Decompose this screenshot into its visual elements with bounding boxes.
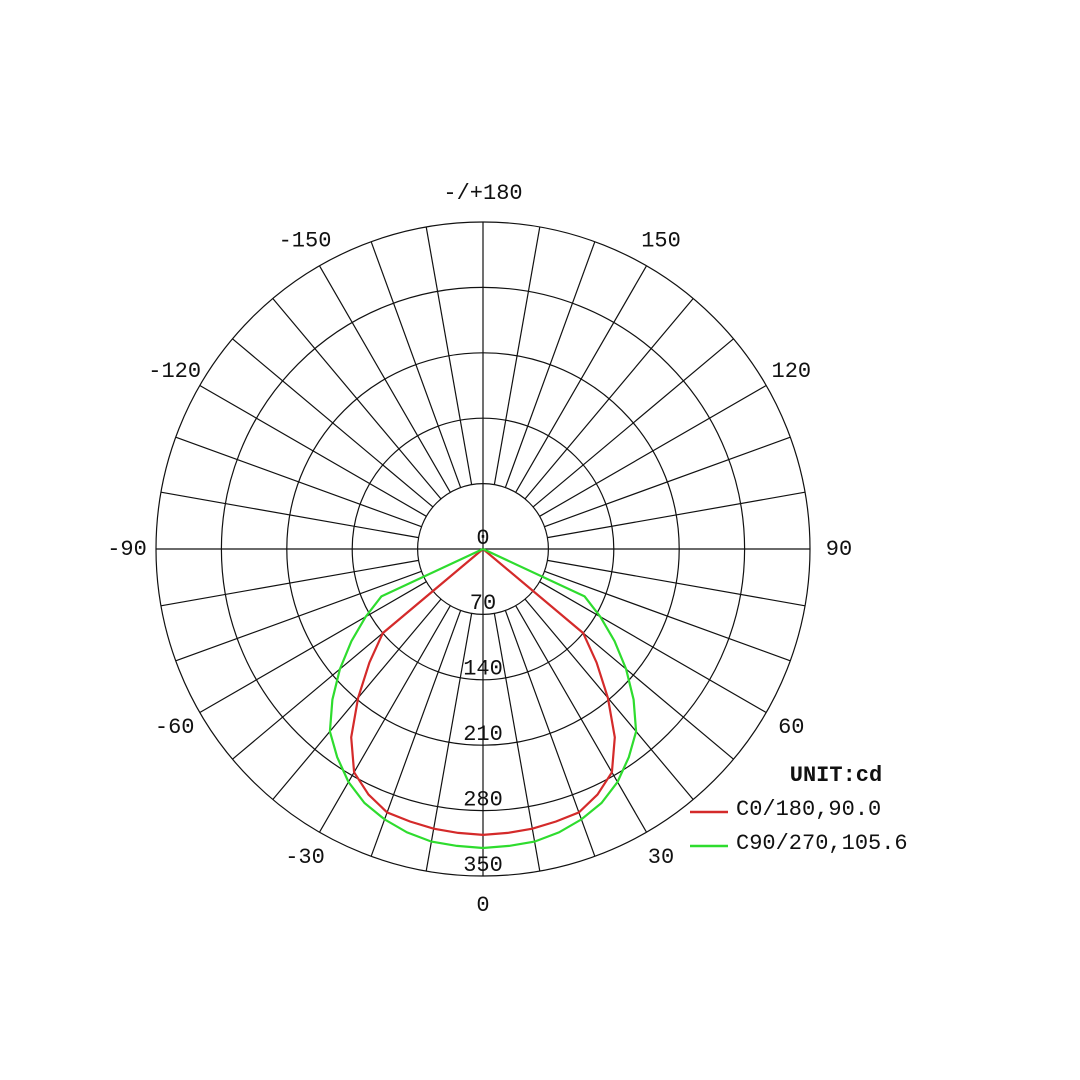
grid-spoke xyxy=(272,298,442,500)
angle-tick-label: -150 xyxy=(279,229,332,254)
grid-spoke xyxy=(515,265,648,493)
grid-spoke xyxy=(504,610,596,857)
grid-spoke xyxy=(175,570,422,662)
angle-tick-label: -90 xyxy=(107,537,147,562)
legend-label: C0/180,90.0 xyxy=(736,797,881,822)
grid-spoke xyxy=(547,559,806,607)
grid-spoke xyxy=(199,384,427,517)
grid-spoke xyxy=(175,436,422,528)
grid-spoke xyxy=(425,226,473,485)
grid-spoke xyxy=(370,241,462,488)
angle-tick-label: 120 xyxy=(772,359,812,384)
grid-spoke xyxy=(160,491,419,539)
series-line xyxy=(350,548,616,837)
angle-tick-label: -120 xyxy=(148,359,201,384)
angle-tick-label: -60 xyxy=(155,715,195,740)
r-tick-label: 70 xyxy=(470,591,496,616)
plot-area xyxy=(328,548,638,850)
grid-spoke xyxy=(532,338,734,508)
grid-spoke xyxy=(544,436,791,528)
grid-spoke xyxy=(370,610,462,857)
unit-label: UNIT:cd xyxy=(790,763,882,788)
grid-spoke xyxy=(318,605,451,833)
grid-spoke xyxy=(539,384,767,517)
grid-spoke xyxy=(232,338,434,508)
r-tick-label: 280 xyxy=(463,787,503,812)
labels: 0 70 140 210 280 350 0 30 60 90 120 150 -/+180 -150 -1… xyxy=(107,181,852,918)
grid-spoke xyxy=(318,265,451,493)
polar-grid xyxy=(155,221,811,877)
r-tick-label: 210 xyxy=(463,722,503,747)
angle-tick-label: 90 xyxy=(826,537,852,562)
r-tick-label: 140 xyxy=(463,657,503,682)
grid-spoke xyxy=(539,581,767,714)
angle-tick-label: 0 xyxy=(476,893,489,918)
legend-label: C90/270,105.6 xyxy=(736,831,908,856)
grid-spoke xyxy=(515,605,648,833)
grid-spoke xyxy=(544,570,791,662)
grid-spoke xyxy=(199,581,427,714)
grid-spoke xyxy=(493,226,541,485)
angle-tick-label: 150 xyxy=(641,229,681,254)
angle-tick-label: 60 xyxy=(778,715,804,740)
grid-spoke xyxy=(504,241,596,488)
grid-spoke xyxy=(547,491,806,539)
r-tick-label: 350 xyxy=(463,853,503,878)
grid-spoke xyxy=(524,298,694,500)
angle-tick-label: 30 xyxy=(648,845,674,870)
grid-spoke xyxy=(160,559,419,607)
angle-tick-label: -/+180 xyxy=(443,181,522,206)
series-line xyxy=(328,548,638,850)
angle-tick-label: -30 xyxy=(285,845,325,870)
r-tick-label: 0 xyxy=(476,526,489,551)
